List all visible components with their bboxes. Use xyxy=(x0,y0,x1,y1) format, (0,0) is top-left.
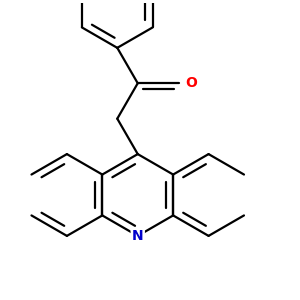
Text: O: O xyxy=(185,76,197,90)
Text: N: N xyxy=(132,229,143,243)
